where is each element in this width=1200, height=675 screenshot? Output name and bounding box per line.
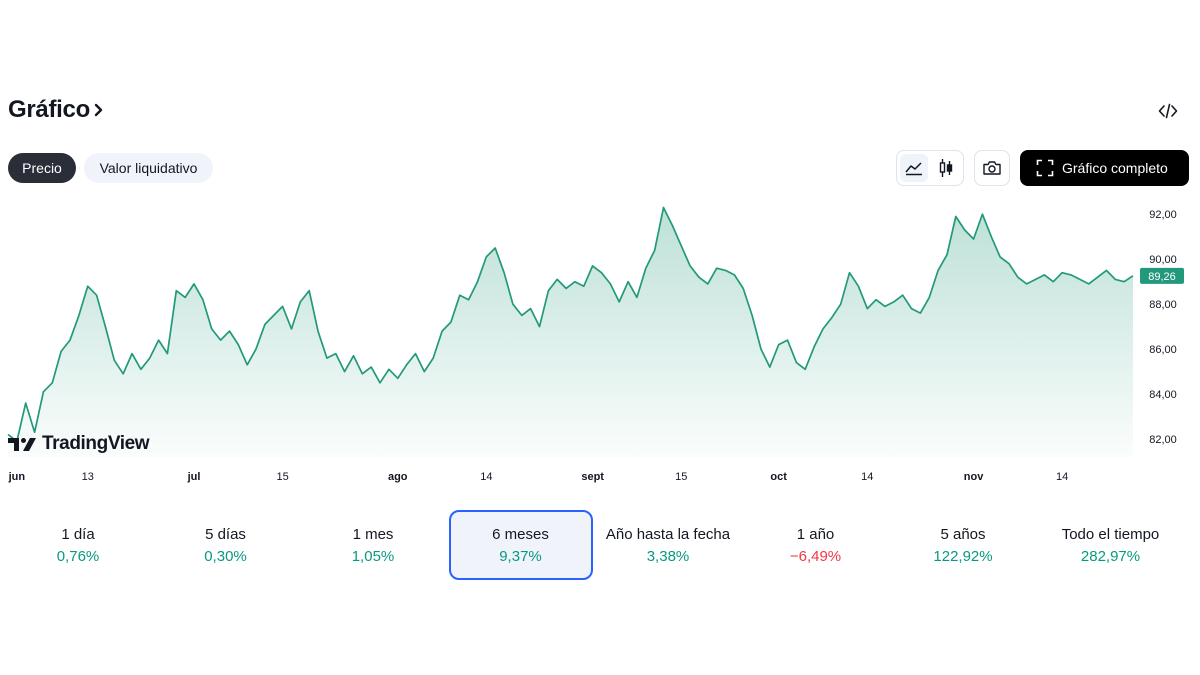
full-chart-label: Gráfico completo (1062, 160, 1168, 176)
period-change-value: 122,92% (933, 548, 993, 565)
y-tick-label: 86,00 (1149, 344, 1177, 356)
period-label: 5 días (205, 526, 246, 543)
x-axis: jun 13 jul 15 ago 14 sept 15 oct 14 nov 14 (8, 471, 1069, 483)
full-chart-button[interactable]: Gráfico completo (1020, 150, 1189, 186)
chart-style-toggle (896, 150, 964, 186)
y-tick-label: 82,00 (1149, 434, 1177, 446)
period-7[interactable]: Todo el tiempo 282,97% (1039, 510, 1183, 580)
period-change-value: 282,97% (1080, 548, 1141, 565)
line-chart-button[interactable] (900, 154, 928, 182)
x-tick-label: jul (187, 471, 201, 483)
period-change-value: −6,49% (789, 548, 842, 565)
x-tick-label: oct (770, 471, 787, 483)
fullscreen-icon (1036, 159, 1054, 177)
embed-code-button[interactable] (1156, 100, 1180, 122)
last-price-label: 89,26 (1148, 271, 1176, 283)
x-tick-label: 14 (480, 471, 492, 483)
x-tick-label: 14 (1056, 471, 1068, 483)
price-line (7, 206, 1134, 443)
y-tick-label: 92,00 (1149, 209, 1177, 221)
x-tick-label: 15 (276, 471, 288, 483)
camera-icon (983, 161, 1001, 175)
tradingview-logo: TradingView (8, 433, 150, 455)
period-4[interactable]: Año hasta la fecha 3,38% (596, 510, 740, 580)
period-0[interactable]: 1 día 0,76% (6, 510, 150, 580)
y-tick-label: 88,00 (1149, 299, 1177, 311)
x-tick-label: 15 (675, 471, 687, 483)
candlestick-icon (939, 159, 953, 177)
period-label: 1 día (61, 526, 95, 543)
tradingview-logo-icon (8, 438, 36, 451)
line-chart-icon (905, 162, 922, 176)
x-tick-label: jun (8, 471, 26, 483)
tab-price[interactable]: Precio (8, 153, 76, 183)
y-axis: 82,00 84,00 86,00 88,00 90,00 92,00 (1149, 209, 1177, 446)
period-selector: 1 día 0,76% 5 días 0,30% 1 mes 1,05% 6 meses 9,… (5, 510, 1195, 580)
x-tick-label: ago (388, 471, 408, 483)
period-2[interactable]: 1 mes 1,05% (301, 510, 445, 580)
page-title[interactable]: Gráfico (8, 96, 90, 123)
period-label: 6 meses (492, 526, 549, 543)
period-3[interactable]: 6 meses 9,37% (448, 510, 593, 580)
y-tick-label: 90,00 (1149, 254, 1177, 266)
last-price-tag-background (1140, 267, 1184, 284)
period-change-value: 0,76% (56, 548, 100, 565)
period-1[interactable]: 5 días 0,30% (154, 510, 298, 580)
last-price-tag: 89,26 (1140, 267, 1184, 284)
period-label: 5 años (940, 526, 986, 543)
y-tick-label: 84,00 (1149, 389, 1177, 401)
period-label: Todo el tiempo (1061, 526, 1160, 543)
period-change-value: 1,05% (351, 548, 395, 565)
period-6[interactable]: 5 años 122,92% (891, 510, 1035, 580)
period-5[interactable]: 1 año −6,49% (744, 510, 888, 580)
period-change-value: 0,30% (204, 548, 247, 565)
period-change-value: 9,37% (499, 548, 542, 565)
price-area (8, 207, 1133, 457)
tradingview-logo-text: TradingView (42, 433, 150, 454)
embed-code-icon (1158, 103, 1178, 119)
x-tick-label: 13 (82, 471, 94, 483)
snapshot-button[interactable] (974, 150, 1010, 186)
period-change-value: 3,38% (646, 548, 690, 565)
chart-section-header[interactable]: Gráfico (8, 96, 104, 124)
period-label: 1 mes (352, 526, 394, 543)
period-label: 1 año (796, 526, 835, 543)
tab-nav[interactable]: Valor liquidativo (84, 153, 213, 183)
period-label: Año hasta la fecha (605, 526, 731, 543)
x-tick-label: sept (581, 471, 604, 483)
chevron-right-icon (94, 103, 103, 117)
price-chart[interactable]: 82,00 84,00 86,00 88,00 90,00 92,00 jun 13 jul 1… (0, 195, 1200, 490)
x-tick-label: 14 (861, 471, 873, 483)
x-tick-label: nov (964, 471, 984, 483)
candlestick-button[interactable] (932, 154, 960, 182)
